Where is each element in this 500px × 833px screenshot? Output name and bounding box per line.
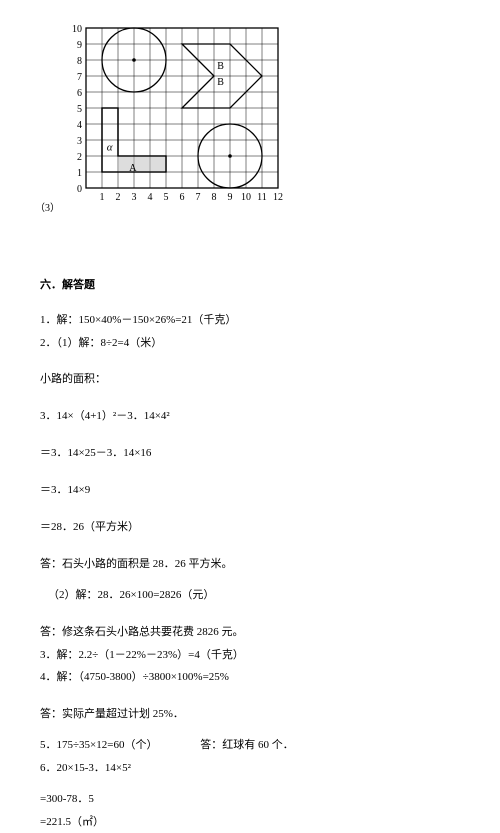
line-12: 4．解：（4750-3800）÷3800×100%=25% (40, 667, 450, 688)
svg-text:0: 0 (77, 184, 82, 195)
line-15: 6．20×15-3．14×5² (40, 758, 450, 779)
svg-text:B: B (217, 61, 224, 72)
grid-diagram: 109876543210123456789101112BBαAA (70, 20, 290, 210)
line-14a: 5．175÷35×12=60（个） (40, 739, 157, 751)
svg-text:6: 6 (77, 88, 82, 99)
svg-text:1: 1 (100, 192, 105, 203)
svg-text:α: α (107, 141, 113, 153)
svg-text:10: 10 (72, 24, 82, 35)
svg-text:B: B (217, 77, 224, 88)
svg-text:3: 3 (132, 192, 137, 203)
svg-text:12: 12 (273, 192, 283, 203)
line-8: 答：石头小路的面积是 28．26 平方米。 (40, 554, 450, 575)
line-14b: 答：红球有 60 个． (200, 735, 294, 756)
line-5: ＝3．14×25－3．14×16 (40, 443, 450, 464)
svg-text:5: 5 (164, 192, 169, 203)
svg-text:1: 1 (77, 168, 82, 179)
line-1: 1．解：150×40%－150×26%=21（千克） (40, 310, 450, 331)
svg-text:2: 2 (116, 192, 121, 203)
line-16: =300-78．5 (40, 789, 450, 810)
line-14: 5．175÷35×12=60（个） 答：红球有 60 个． (40, 735, 450, 756)
section-title: 六．解答题 (40, 275, 450, 296)
svg-text:8: 8 (77, 56, 82, 67)
line-3: 小路的面积： (40, 369, 450, 390)
line-13: 答：实际产量超过计划 25%． (40, 704, 450, 725)
line-7: ＝28．26（平方米） (40, 517, 450, 538)
svg-text:11: 11 (257, 192, 267, 203)
svg-text:4: 4 (77, 120, 82, 131)
svg-text:8: 8 (212, 192, 217, 203)
svg-text:6: 6 (180, 192, 185, 203)
svg-text:5: 5 (77, 104, 82, 115)
svg-text:7: 7 (77, 72, 82, 83)
figure-label: （3） (35, 199, 60, 218)
svg-text:2: 2 (77, 152, 82, 163)
svg-text:3: 3 (77, 136, 82, 147)
svg-text:7: 7 (196, 192, 201, 203)
svg-text:4: 4 (148, 192, 153, 203)
line-2: 2．（1）解：8÷2=4（米） (40, 333, 450, 354)
line-10: 答：修这条石头小路总共要花费 2826 元。 (40, 622, 450, 643)
line-9: （2）解：28．26×100=2826（元） (48, 585, 450, 606)
line-4: 3．14×（4+1）²－3．14×4² (40, 406, 450, 427)
grid-figure: 109876543210123456789101112BBαAA (70, 20, 450, 218)
svg-text:A: A (129, 163, 137, 174)
line-6: ＝3．14×9 (40, 480, 450, 501)
line-11: 3．解：2.2÷（1－22%－23%）=4（千克） (40, 645, 450, 666)
svg-text:9: 9 (77, 40, 82, 51)
svg-text:10: 10 (241, 192, 251, 203)
line-17: =221.5（㎡） (40, 812, 450, 833)
svg-text:9: 9 (228, 192, 233, 203)
